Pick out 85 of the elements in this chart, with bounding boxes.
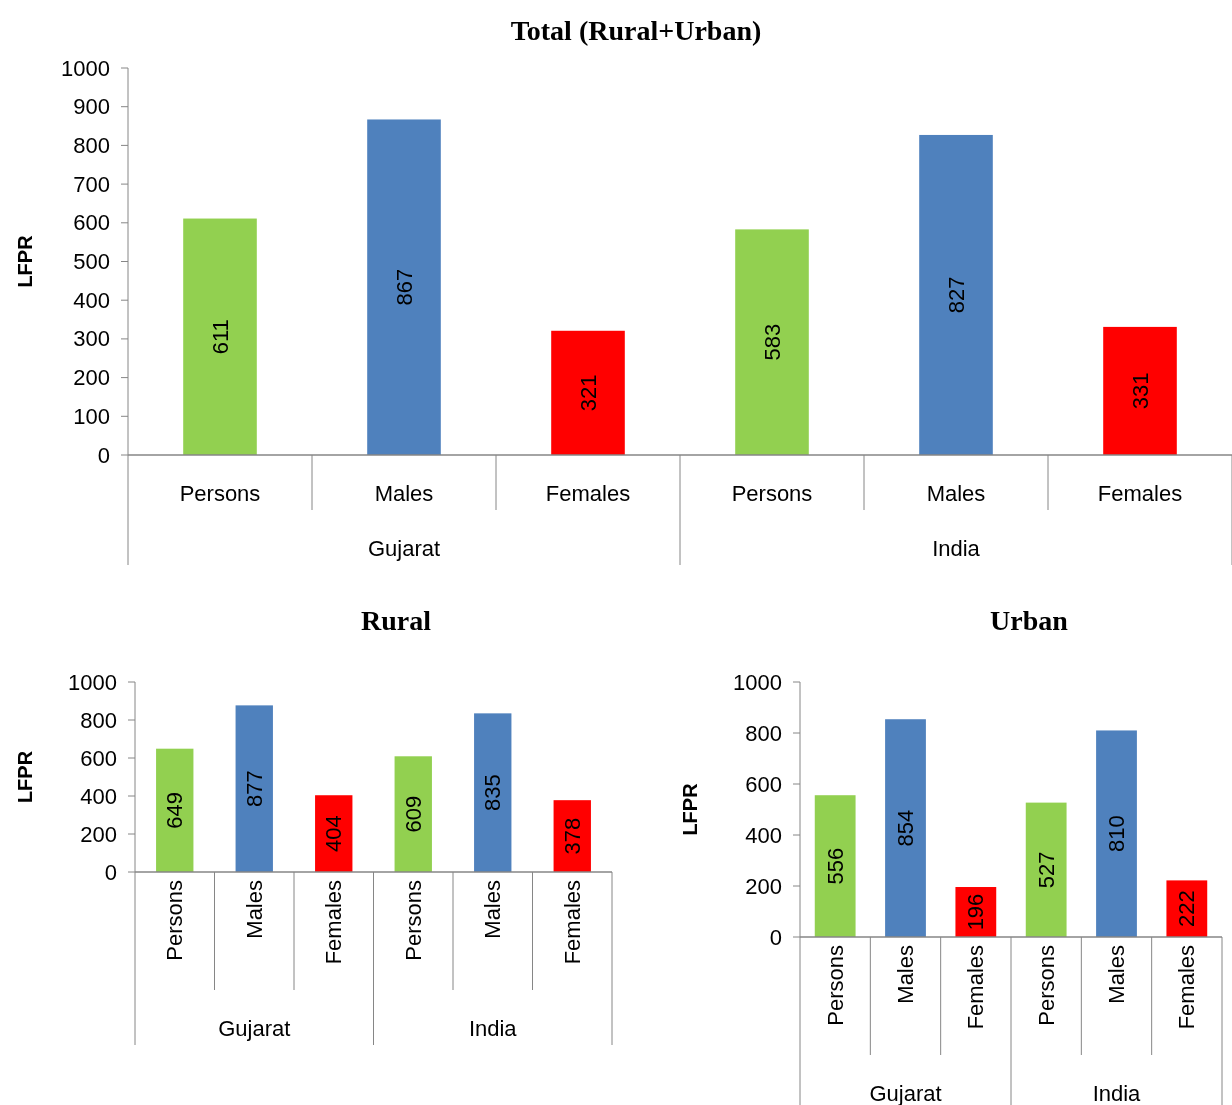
x-tick-label: Persons bbox=[822, 945, 848, 1026]
data-label: 527 bbox=[1033, 851, 1059, 889]
x-tick-label: Females bbox=[559, 880, 585, 965]
data-label: 321 bbox=[575, 374, 601, 412]
x-tick-label: Females bbox=[1174, 945, 1200, 1030]
data-label: 835 bbox=[480, 774, 506, 812]
data-label: 222 bbox=[1174, 890, 1200, 928]
x-tick-label: Persons bbox=[162, 880, 188, 961]
y-tick-label: 600 bbox=[73, 210, 110, 236]
y-tick-label: 800 bbox=[80, 707, 117, 733]
bar bbox=[183, 218, 257, 455]
y-tick-label: 0 bbox=[104, 859, 117, 885]
data-label: 827 bbox=[943, 276, 969, 314]
x-tick-label: Females bbox=[1097, 480, 1183, 506]
y-axis-title: LFPR bbox=[14, 750, 36, 804]
y-tick-label: 600 bbox=[80, 745, 117, 771]
x-tick-label: Females bbox=[321, 880, 347, 965]
x-tick-label: Persons bbox=[400, 880, 426, 961]
x-tick-label: Males bbox=[374, 480, 434, 506]
y-tick-label: 200 bbox=[73, 365, 110, 391]
data-label: 196 bbox=[963, 893, 989, 931]
data-label: 649 bbox=[162, 791, 188, 829]
bar bbox=[394, 756, 432, 872]
text: Gujarat bbox=[367, 535, 441, 561]
bar bbox=[156, 748, 194, 872]
y-tick-label: 1000 bbox=[68, 669, 117, 695]
x-tick-label: Males bbox=[926, 480, 986, 506]
y-tick-label: 300 bbox=[73, 326, 110, 352]
bar bbox=[1103, 326, 1177, 455]
bar bbox=[814, 795, 856, 937]
data-label: 810 bbox=[1104, 815, 1129, 853]
y-tick-label: 900 bbox=[73, 94, 110, 120]
y-tick-label: 200 bbox=[80, 821, 117, 847]
y-tick-label: 500 bbox=[73, 249, 110, 274]
bar bbox=[474, 713, 512, 872]
text: India bbox=[468, 1015, 518, 1041]
y-tick-label: 600 bbox=[745, 771, 782, 797]
chart-title: Rural bbox=[361, 604, 432, 636]
bar bbox=[919, 134, 993, 455]
data-label: 378 bbox=[559, 817, 585, 855]
y-tick-label: 0 bbox=[769, 924, 782, 950]
data-label: 556 bbox=[822, 847, 848, 885]
data-label: 854 bbox=[893, 809, 918, 847]
data-label: 867 bbox=[391, 268, 417, 306]
data-label: 609 bbox=[400, 795, 426, 833]
x-tick-label: Females bbox=[963, 945, 989, 1030]
data-label: 331 bbox=[1127, 372, 1153, 410]
y-tick-label: 800 bbox=[745, 720, 782, 746]
x-tick-label: Persons bbox=[731, 480, 813, 506]
bar bbox=[1096, 730, 1137, 937]
x-tick-label: Males bbox=[241, 880, 267, 939]
y-tick-label: 100 bbox=[73, 403, 110, 429]
y-tick-label: 400 bbox=[80, 783, 117, 809]
y-tick-label: 1000 bbox=[61, 55, 110, 81]
x-tick-label: Persons bbox=[179, 480, 261, 506]
x-tick-label: Females bbox=[545, 480, 631, 506]
y-axis-title: LFPR bbox=[679, 782, 701, 836]
text: India bbox=[1092, 1080, 1142, 1105]
chart-title: Urban bbox=[990, 604, 1069, 636]
x-tick-label: Males bbox=[480, 880, 506, 939]
text: Gujarat bbox=[869, 1080, 942, 1105]
x-tick-label: Males bbox=[893, 945, 918, 1004]
bar bbox=[885, 719, 926, 937]
text: Gujarat bbox=[218, 1015, 291, 1041]
data-label: 611 bbox=[207, 319, 233, 355]
x-tick-label: Persons bbox=[1033, 945, 1059, 1026]
y-tick-label: 400 bbox=[745, 822, 782, 848]
bar bbox=[367, 119, 441, 455]
y-tick-label: 700 bbox=[73, 171, 110, 197]
chart-title: Total (Rural+Urban) bbox=[510, 14, 762, 46]
y-tick-label: 400 bbox=[73, 287, 110, 313]
y-tick-label: 0 bbox=[97, 442, 110, 468]
y-tick-label: 1000 bbox=[733, 669, 782, 695]
bar bbox=[551, 330, 625, 455]
data-label: 404 bbox=[321, 815, 347, 852]
bar bbox=[1025, 802, 1067, 937]
y-tick-label: 800 bbox=[73, 132, 110, 158]
x-tick-label: Males bbox=[1104, 945, 1129, 1004]
y-tick-label: 200 bbox=[745, 873, 782, 899]
text: India bbox=[932, 535, 981, 561]
bar bbox=[735, 229, 809, 455]
data-label: 877 bbox=[241, 770, 267, 808]
data-label: 583 bbox=[759, 323, 785, 361]
bar bbox=[235, 705, 273, 872]
y-axis-title: LFPR bbox=[14, 234, 36, 288]
